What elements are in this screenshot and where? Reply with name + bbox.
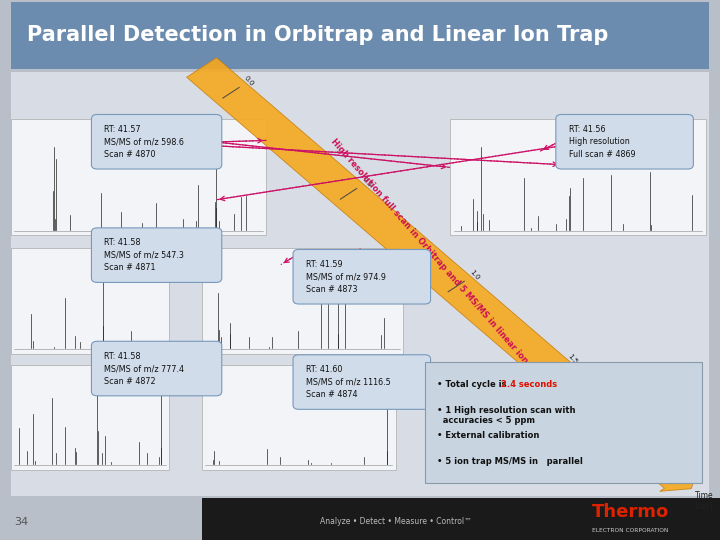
FancyBboxPatch shape bbox=[450, 119, 706, 235]
Text: 0.5: 0.5 bbox=[360, 176, 372, 188]
FancyBboxPatch shape bbox=[293, 249, 431, 304]
Text: Parallel Detection in Orbitrap and Linear Ion Trap: Parallel Detection in Orbitrap and Linea… bbox=[27, 25, 608, 45]
Text: RT: 41.60
MS/MS of m/z 1116.5
Scan # 4874: RT: 41.60 MS/MS of m/z 1116.5 Scan # 487… bbox=[306, 365, 391, 399]
FancyBboxPatch shape bbox=[425, 362, 702, 483]
Text: • 1 High resolution scan with
  accuracies < 5 ppm: • 1 High resolution scan with accuracies… bbox=[437, 406, 575, 425]
FancyBboxPatch shape bbox=[11, 2, 709, 69]
Text: • Total cycle is: • Total cycle is bbox=[437, 380, 510, 389]
Text: High resolution full scan in Orbitrap and 5 MS/MS in linear ion trap: High resolution full scan in Orbitrap an… bbox=[329, 137, 544, 383]
FancyBboxPatch shape bbox=[91, 228, 222, 282]
Text: • External calibration: • External calibration bbox=[437, 431, 539, 441]
Text: Time
(sec): Time (sec) bbox=[695, 491, 714, 511]
Text: Analyze • Detect • Measure • Control™: Analyze • Detect • Measure • Control™ bbox=[320, 517, 472, 526]
FancyBboxPatch shape bbox=[202, 498, 720, 540]
Text: 1.5: 1.5 bbox=[566, 353, 578, 366]
FancyBboxPatch shape bbox=[202, 248, 403, 354]
FancyArrow shape bbox=[186, 58, 699, 491]
FancyBboxPatch shape bbox=[11, 119, 266, 235]
Text: 0.0: 0.0 bbox=[243, 75, 255, 87]
Text: 1.0: 1.0 bbox=[468, 268, 480, 281]
Text: ELECTRON CORPORATION: ELECTRON CORPORATION bbox=[592, 528, 668, 533]
Text: RT: 41.58
MS/MS of m/z 777.4
Scan # 4872: RT: 41.58 MS/MS of m/z 777.4 Scan # 4872 bbox=[104, 352, 184, 386]
Text: 2.0: 2.0 bbox=[649, 424, 661, 437]
Text: 2.5: 2.5 bbox=[688, 458, 701, 471]
FancyBboxPatch shape bbox=[11, 364, 169, 470]
FancyBboxPatch shape bbox=[11, 248, 169, 354]
FancyBboxPatch shape bbox=[556, 114, 693, 169]
Text: 34: 34 bbox=[14, 517, 29, 526]
Text: 2.4 seconds: 2.4 seconds bbox=[500, 380, 557, 389]
Text: RT: 41.56
High resolution
Full scan # 4869: RT: 41.56 High resolution Full scan # 48… bbox=[569, 125, 636, 159]
FancyBboxPatch shape bbox=[91, 341, 222, 396]
Text: Thermo: Thermo bbox=[591, 503, 669, 521]
FancyBboxPatch shape bbox=[11, 72, 709, 496]
FancyBboxPatch shape bbox=[91, 114, 222, 169]
Text: • 5 ion trap MS/MS in   parallel: • 5 ion trap MS/MS in parallel bbox=[437, 457, 583, 467]
FancyBboxPatch shape bbox=[202, 364, 396, 470]
Text: RT: 41.58
MS/MS of m/z 547.3
Scan # 4871: RT: 41.58 MS/MS of m/z 547.3 Scan # 4871 bbox=[104, 238, 184, 272]
FancyBboxPatch shape bbox=[293, 355, 431, 409]
Text: RT: 41.57
MS/MS of m/z 598.6
Scan # 4870: RT: 41.57 MS/MS of m/z 598.6 Scan # 4870 bbox=[104, 125, 184, 159]
Text: RT: 41.59
MS/MS of m/z 974.9
Scan # 4873: RT: 41.59 MS/MS of m/z 974.9 Scan # 4873 bbox=[306, 260, 386, 294]
